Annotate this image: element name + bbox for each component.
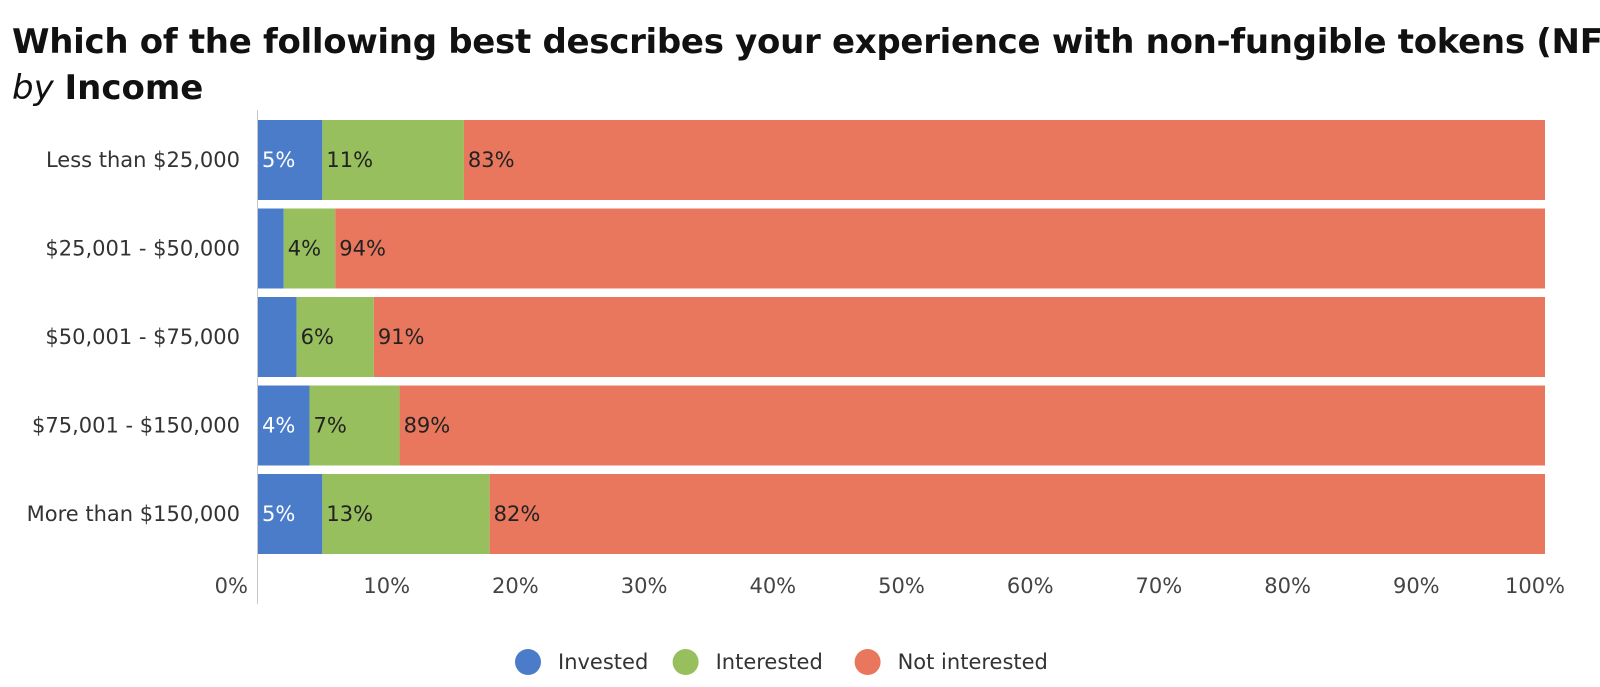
data-label: 4%: [262, 414, 295, 438]
x-tick-label: 30%: [621, 574, 668, 598]
bar-segment-not-interested: [399, 385, 1545, 466]
x-tick-label: 10%: [363, 574, 410, 598]
bar-segment-invested: [258, 474, 323, 554]
x-tick-label: 20%: [492, 574, 539, 598]
x-tick-label: 100%: [1505, 574, 1565, 598]
chart-subtitle: by Income: [12, 68, 203, 108]
legend-label: Invested: [558, 650, 648, 674]
category-label: $75,001 - $150,000: [32, 414, 240, 438]
x-tick-label: 50%: [878, 574, 925, 598]
data-label: 89%: [404, 414, 451, 438]
category-label: Less than $25,000: [46, 148, 240, 172]
category-label: $50,001 - $75,000: [45, 325, 240, 349]
data-label: 6%: [301, 325, 334, 349]
legend-marker-invested: [515, 649, 541, 675]
bar-segment-invested: [258, 297, 297, 377]
data-label: 5%: [262, 502, 295, 526]
data-label: 13%: [326, 502, 373, 526]
bar-segment-interested: [322, 120, 464, 200]
bar-segment-interested: [322, 474, 490, 554]
bar-segment-invested: [258, 120, 323, 200]
legend-label: Interested: [716, 650, 823, 674]
chart-title: Which of the following best describes yo…: [12, 22, 1600, 62]
bar-segment-not-interested: [489, 474, 1545, 554]
x-tick-label: 90%: [1393, 574, 1440, 598]
data-label: 11%: [326, 148, 373, 172]
bar-segment-not-interested: [335, 208, 1546, 289]
legend-marker-not-interested: [854, 649, 881, 675]
subtitle-prefix: by: [12, 68, 54, 108]
bar-segment-invested: [258, 385, 310, 466]
category-label: $25,001 - $50,000: [45, 237, 240, 261]
data-label: 5%: [262, 148, 295, 172]
bar-segment-invested: [258, 208, 284, 289]
legend-marker-interested: [672, 649, 699, 675]
data-label: 7%: [313, 414, 346, 438]
data-label: 4%: [288, 237, 321, 261]
data-label: 94%: [339, 237, 386, 261]
category-label: More than $150,000: [27, 502, 240, 526]
x-tick-label: 80%: [1264, 574, 1311, 598]
x-tick-label: 60%: [1007, 574, 1054, 598]
data-label: 91%: [378, 325, 425, 349]
subtitle-group: Income: [64, 68, 204, 108]
bar-segment-not-interested: [373, 297, 1546, 377]
data-label: 83%: [468, 148, 515, 172]
x-tick-label: 0%: [215, 574, 248, 598]
x-tick-label: 40%: [749, 574, 796, 598]
legend-label: Not interested: [898, 650, 1048, 674]
data-label: 82%: [494, 502, 541, 526]
bar-segment-interested: [309, 385, 400, 466]
x-tick-label: 70%: [1136, 574, 1183, 598]
bar-segment-not-interested: [463, 120, 1545, 200]
bar-segment-interested: [283, 208, 336, 289]
bar-segment-interested: [296, 297, 374, 377]
